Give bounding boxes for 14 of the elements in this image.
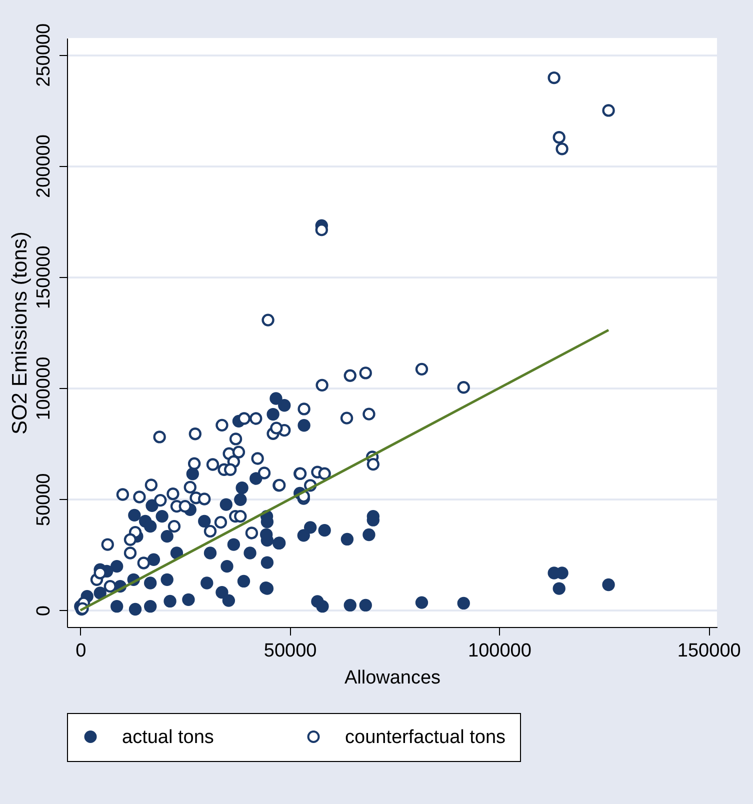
x-axis-title: Allowances [344,668,441,688]
y-tick-label: 250000 [34,23,54,87]
y-tick-label: 200000 [34,134,54,198]
y-axis-title: SO2 Emissions (tons) [8,231,32,435]
x-tick-label: 0 [76,640,86,662]
legend-label: actual tons [122,726,214,748]
legend-label: counterfactual tons [345,726,506,748]
x-tick-label: 100000 [468,640,532,662]
y-tick-label: 150000 [34,246,54,310]
y-tick-label: 50000 [34,473,54,526]
y-tick-label: 100000 [34,356,54,420]
x-tick-label: 150000 [677,640,741,662]
y-tick-label: 0 [34,606,54,616]
x-tick-label: 50000 [264,640,317,662]
